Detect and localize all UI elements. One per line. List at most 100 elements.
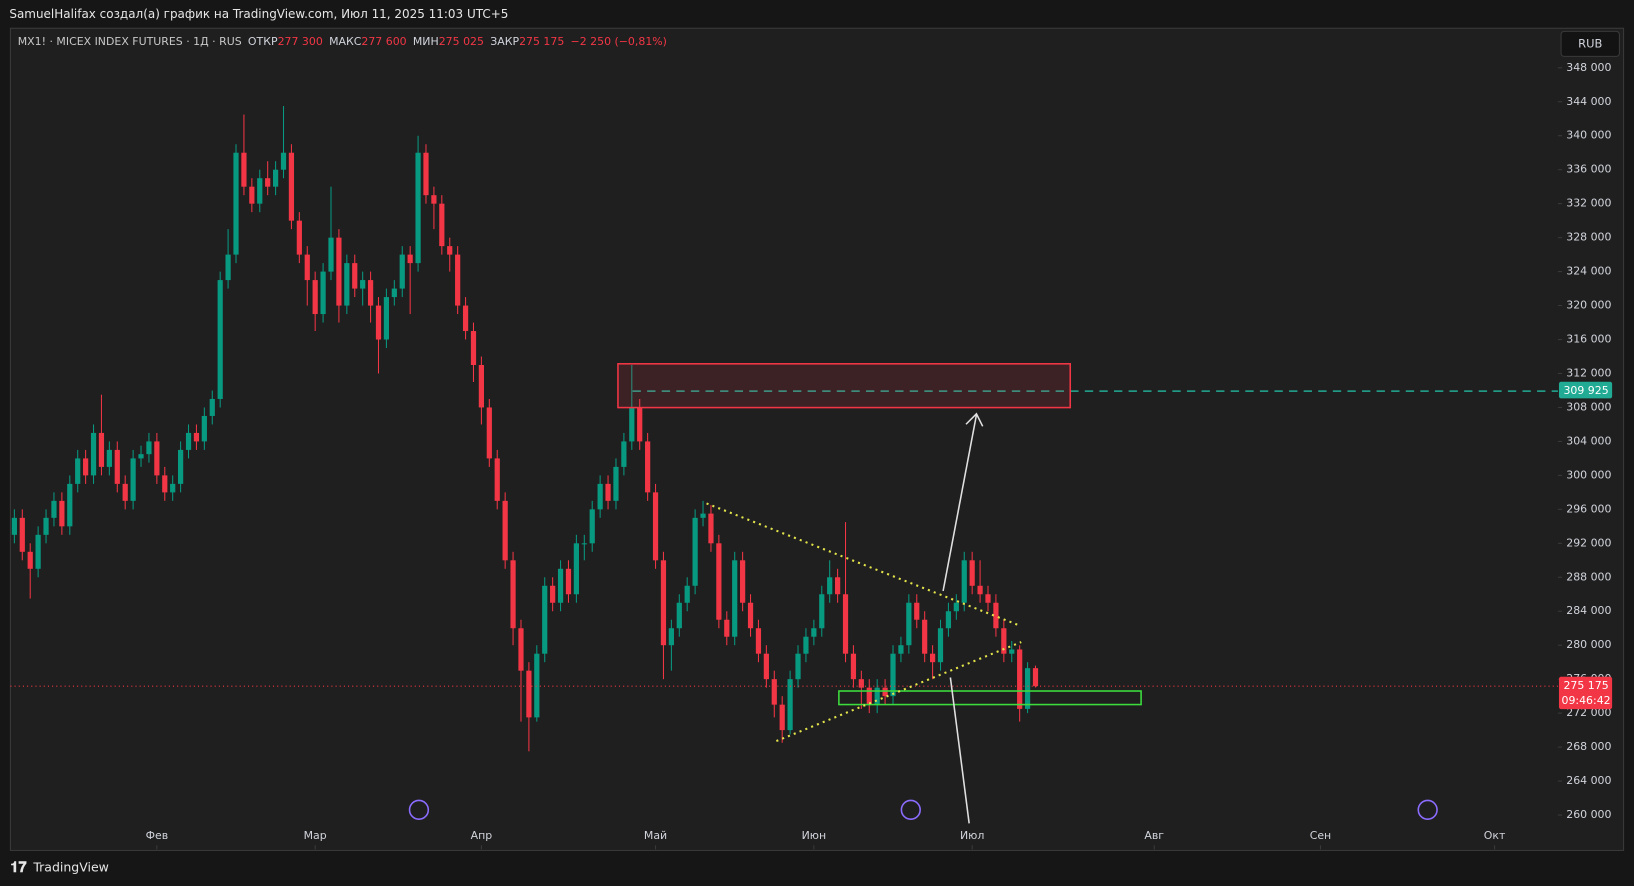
legend-value: 277 600 [361, 35, 406, 48]
y-tick-label: 264 000 [1566, 774, 1611, 787]
legend-symbol: MX1! · MICEX INDEX FUTURES · 1Д · RUS [18, 35, 242, 48]
y-tick-label: 268 000 [1566, 740, 1611, 753]
candle-body [732, 560, 738, 637]
event-icons [408, 799, 1438, 820]
candle-body [589, 509, 595, 544]
arrow [942, 414, 978, 592]
candle-body [249, 186, 255, 204]
candle-body [573, 543, 579, 595]
candle-body [510, 560, 516, 629]
candle-body [645, 441, 651, 493]
legend-label: МАКС [329, 35, 362, 48]
candle-body [1001, 628, 1007, 654]
candle-body [344, 263, 350, 306]
candle-body [11, 517, 17, 535]
candle-body [787, 679, 793, 731]
y-tick-label: 284 000 [1566, 604, 1611, 617]
candle-body [874, 687, 880, 705]
x-tick-label: Фев [146, 829, 169, 842]
candle-body [637, 407, 643, 442]
legend-label: МИН [413, 35, 439, 48]
candle-body [280, 152, 287, 170]
y-tick-label: 308 000 [1566, 400, 1611, 413]
candle-body [225, 254, 231, 281]
candle-body [106, 449, 112, 467]
candle-body [684, 585, 690, 603]
candle-body [35, 534, 41, 569]
candle-body [692, 517, 698, 586]
candle-body [795, 653, 801, 680]
candle-body [470, 331, 477, 366]
candle-body [288, 152, 295, 221]
candle-body [98, 432, 105, 467]
y-tick-label: 336 000 [1566, 163, 1611, 176]
price-label-box [1558, 381, 1613, 399]
y-tick-label: 260 000 [1566, 808, 1611, 821]
candle-body [431, 195, 437, 204]
legend-label: ОТКР [248, 35, 278, 48]
chart-panel [9, 27, 1625, 851]
candle-body [771, 679, 777, 705]
candle-body [740, 560, 746, 603]
candle-body [170, 483, 176, 493]
candle-body [993, 602, 999, 629]
x-tick-label: Май [644, 829, 667, 842]
candle-body [858, 679, 864, 688]
candle-body [138, 454, 144, 459]
candle-body [43, 517, 49, 535]
candle-body [75, 458, 81, 484]
support-zone [838, 690, 1142, 706]
header-text: SamuelHalifax создал(а) график на Tradin… [9, 7, 508, 21]
candle-body [534, 653, 540, 718]
event-icon[interactable] [900, 799, 921, 820]
legend-change: −2 250 (−0,81%) [571, 35, 667, 48]
candle-body [130, 458, 136, 501]
currency-label[interactable]: RUB [1578, 36, 1602, 50]
legend-value: 277 300 [278, 35, 323, 48]
candle-body [391, 288, 397, 298]
candle-body [621, 441, 627, 467]
candle-body [201, 415, 207, 442]
y-tick-label: 320 000 [1566, 299, 1611, 312]
y-tick-label: 348 000 [1566, 61, 1611, 74]
candle-body [1009, 649, 1015, 654]
x-tick-label: Мар [304, 829, 327, 842]
candle-body [312, 280, 318, 315]
candle-body [375, 305, 382, 340]
candle-body [882, 687, 888, 697]
candle-body [90, 432, 97, 476]
x-tick-label: Сен [1310, 829, 1332, 842]
candle-body [415, 152, 421, 264]
arrow [949, 677, 970, 824]
candle-body [755, 628, 762, 654]
event-icon[interactable] [1417, 799, 1438, 820]
candle-body [122, 483, 128, 501]
candle-body [162, 475, 168, 493]
candle-body [478, 365, 485, 408]
candle-body [320, 271, 326, 315]
candle-body [629, 407, 635, 442]
y-tick-label: 324 000 [1566, 265, 1611, 278]
candle-body [937, 628, 944, 663]
candle-body [850, 653, 857, 680]
candle-body [146, 441, 152, 455]
candle-body [565, 568, 572, 595]
event-icon[interactable] [408, 799, 430, 820]
candle-body [328, 237, 334, 272]
y-tick-label: 344 000 [1566, 95, 1611, 108]
candle-body [953, 602, 959, 612]
candle-body [233, 152, 239, 255]
candle-body [969, 560, 975, 586]
candle-body [819, 594, 825, 629]
candle-body [834, 577, 841, 595]
candle-body [708, 513, 714, 544]
candle-body [502, 500, 508, 561]
candle-body [961, 560, 967, 603]
candle-body [423, 152, 429, 196]
currency-button[interactable] [1560, 30, 1620, 57]
candle-body [1024, 668, 1031, 709]
candle-body [929, 653, 936, 663]
candle-body [59, 500, 65, 527]
candle-body [494, 458, 500, 501]
